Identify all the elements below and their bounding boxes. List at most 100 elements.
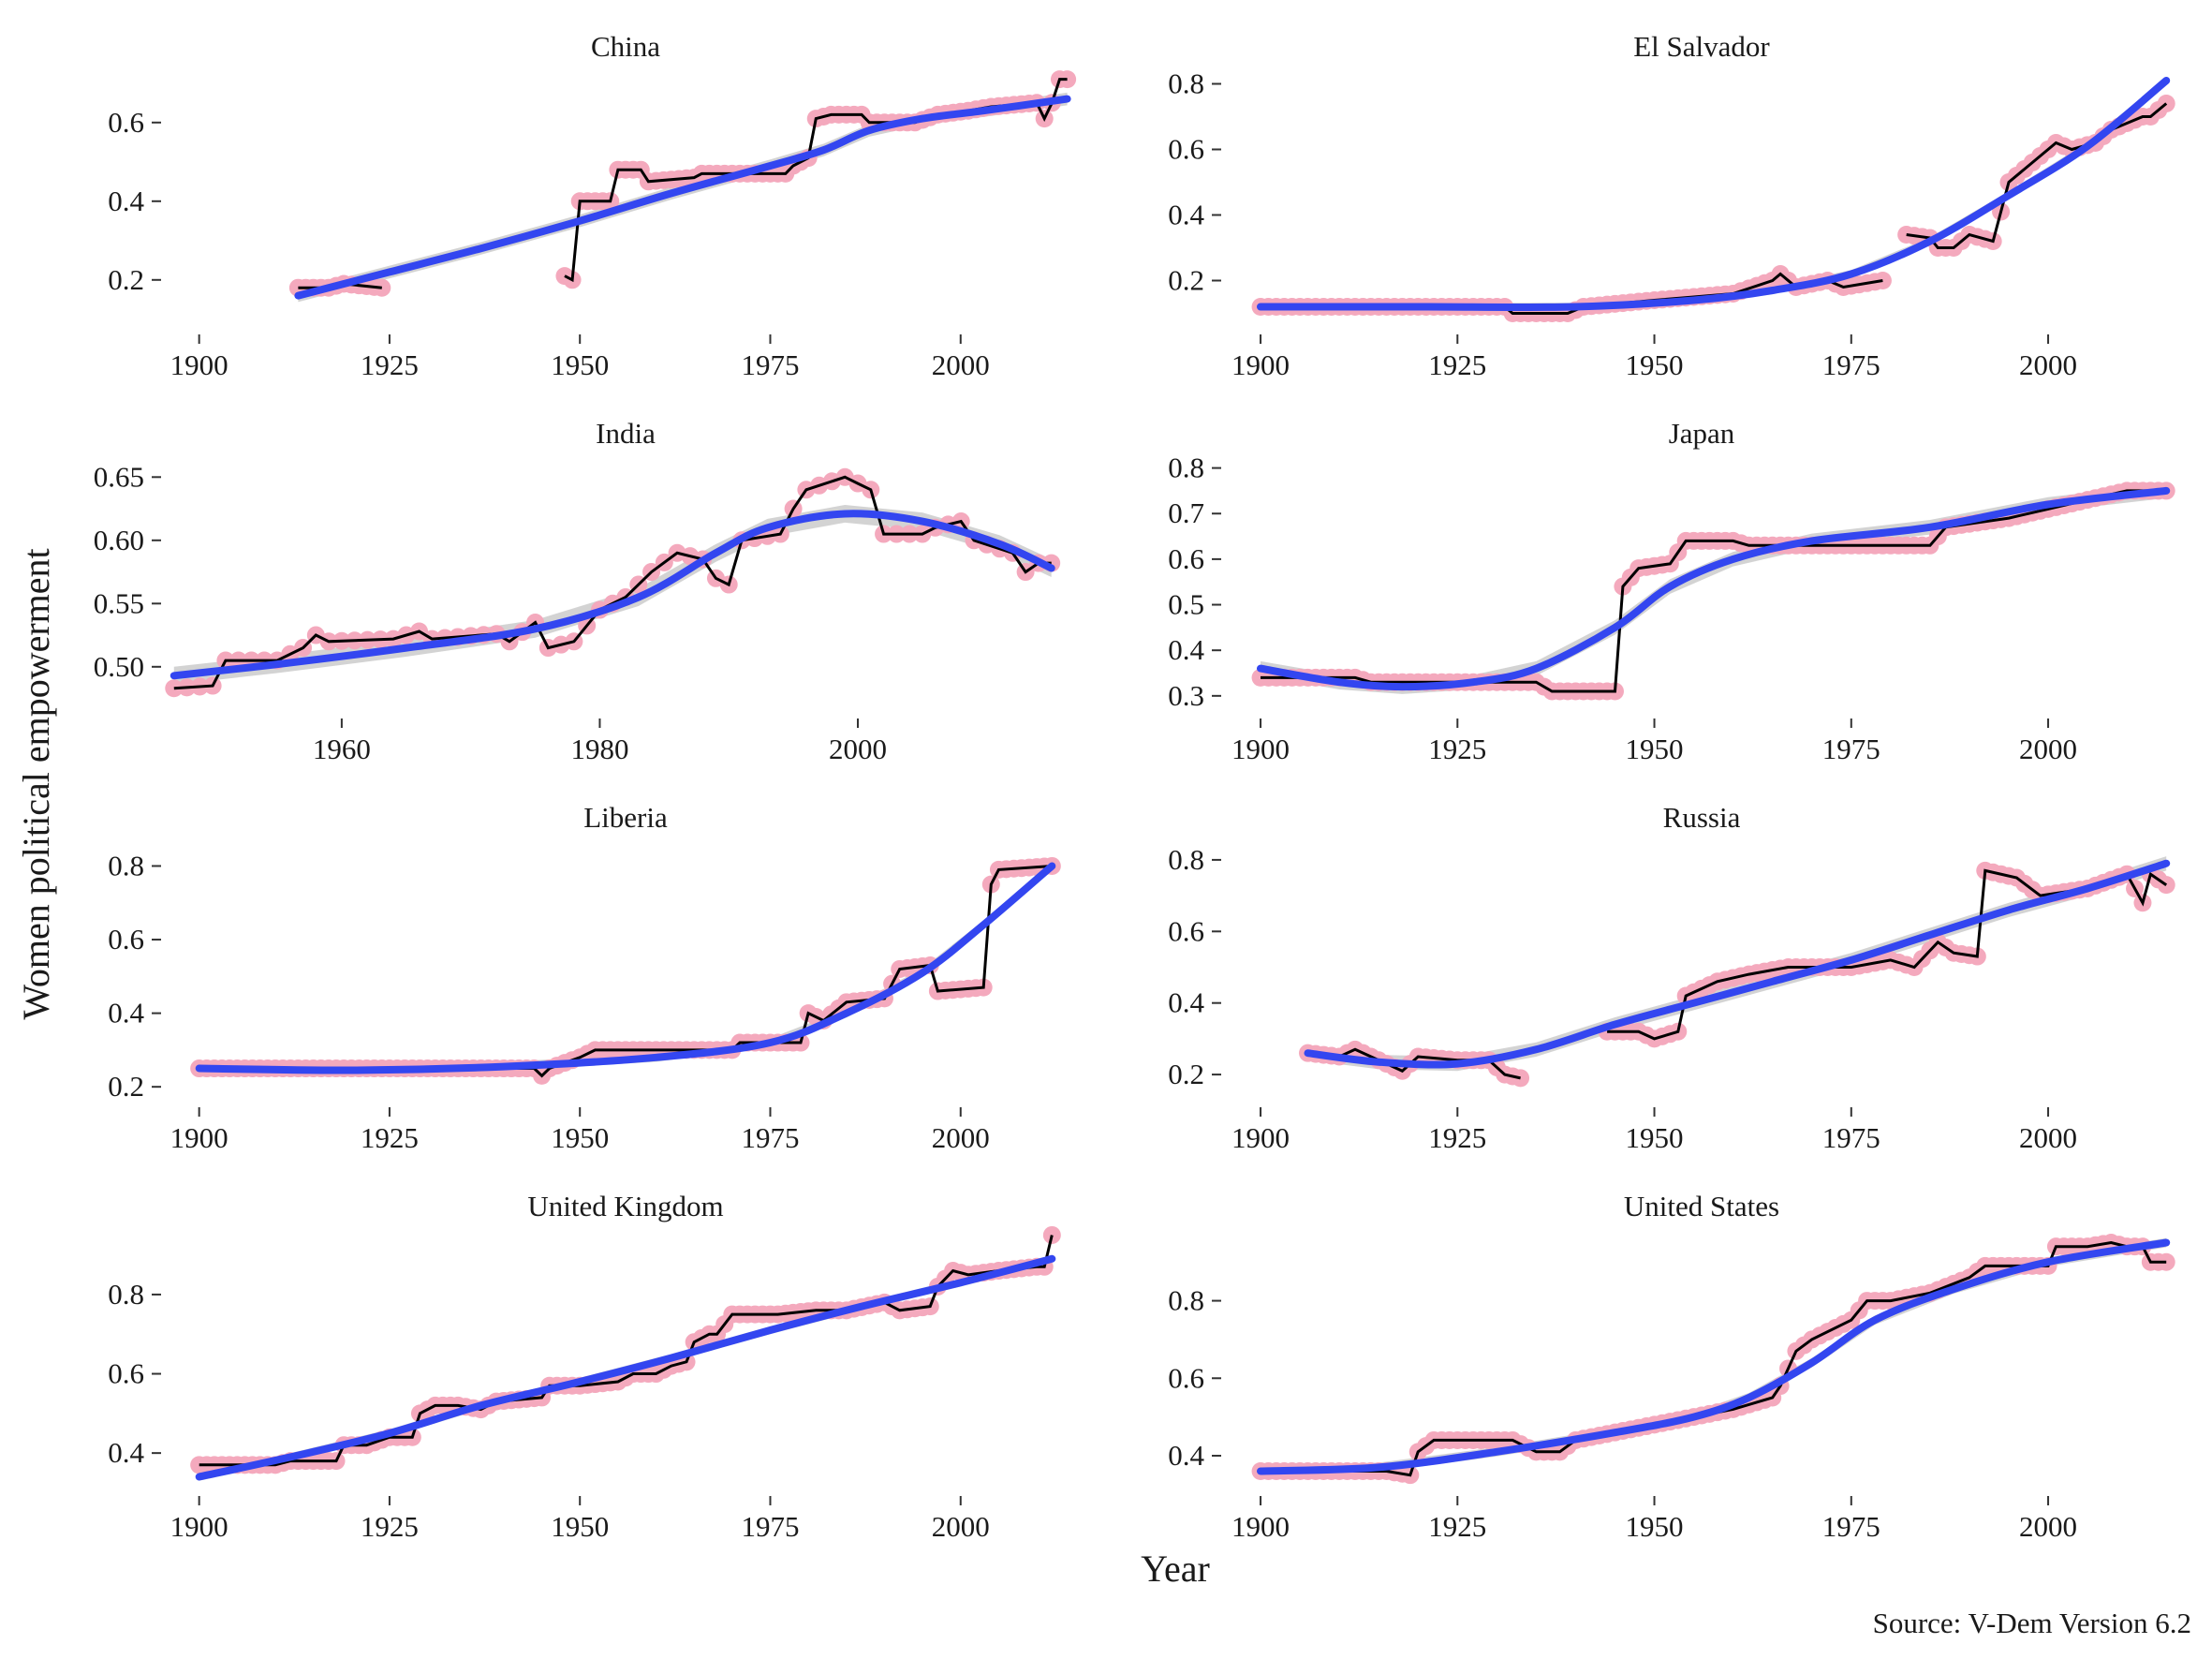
x-tick-label: 1925 (1428, 348, 1486, 381)
observed-points-united-kingdom (190, 1225, 1061, 1474)
panel-title-united-states: United States (1624, 1190, 1779, 1222)
y-tick-label: 0.60 (94, 524, 144, 556)
y-tick-label: 0.8 (1168, 67, 1204, 100)
x-tick-label: 1925 (361, 1121, 419, 1154)
y-tick-label: 0.6 (1168, 133, 1204, 166)
data-point (1873, 272, 1892, 289)
y-tick-label: 0.7 (1168, 496, 1204, 529)
x-tick-label: 1975 (1822, 1121, 1880, 1154)
x-tick-label: 2000 (932, 1121, 990, 1154)
smooth-trend-el-salvador (1257, 77, 2171, 312)
x-tick-label: 1925 (361, 1510, 419, 1543)
x-tick-label: 1950 (1626, 1510, 1684, 1543)
x-tick-label: 1950 (551, 348, 609, 381)
y-tick-label: 0.6 (108, 1357, 144, 1390)
y-tick-label: 0.6 (1168, 1361, 1204, 1394)
x-axis-title: Year (1141, 1548, 1210, 1590)
observed-points-united-states (1251, 1234, 2175, 1485)
data-point (373, 278, 391, 297)
panel-title-united-kingdom: United Kingdom (527, 1190, 723, 1222)
y-tick-label: 0.8 (1168, 1284, 1204, 1317)
x-tick-label: 1960 (313, 733, 371, 765)
data-point (1058, 70, 1077, 89)
observed-line-united-kingdom (199, 1235, 1054, 1467)
x-tick-label: 1925 (1428, 1510, 1486, 1543)
observed-points-el-salvador (1251, 95, 2175, 322)
y-tick-label: 0.8 (108, 849, 144, 881)
observed-points-japan (1251, 481, 2175, 701)
confidence-band-el-salvador (1261, 76, 2167, 311)
data-point (165, 679, 184, 698)
x-tick-label: 1975 (1822, 1510, 1880, 1543)
panel-title-el-salvador: El Salvador (1633, 30, 1770, 63)
y-axis-title: Women political empowerment (15, 548, 57, 1019)
x-tick-label: 1900 (170, 348, 229, 381)
x-tick-label: 1950 (551, 1121, 609, 1154)
x-tick-label: 2000 (932, 348, 990, 381)
panel-el-salvador: El Salvador 0.2 0.4 0.6 0.8 1900 1925 1950 1975 2… (1168, 30, 2175, 381)
y-tick-label: 0.8 (1168, 843, 1204, 876)
smooth-trend-united-states (1257, 1238, 2171, 1475)
y-tick-label: 0.2 (1168, 264, 1204, 297)
observed-line-el-salvador (1906, 102, 2168, 249)
x-tick-label: 2000 (829, 733, 887, 765)
x-tick-label: 1950 (1626, 348, 1684, 381)
panel-japan: Japan 0.3 0.4 0.5 0.6 0.7 0.8 1900 1925 1950 1975 2… (1168, 417, 2175, 765)
y-tick-label: 0.4 (1168, 633, 1204, 666)
panel-india: India 0.50 0.55 0.60 0.65 1960 1980 2000 (94, 417, 1061, 765)
x-tick-label: 1950 (551, 1510, 609, 1543)
x-tick-label: 1900 (170, 1510, 229, 1543)
panel-title-japan: Japan (1669, 417, 1735, 450)
x-tick-label: 1925 (1428, 1121, 1486, 1154)
smooth-trend-liberia (195, 862, 1056, 1074)
observed-line-united-states (1261, 1240, 2167, 1477)
y-tick-label: 0.50 (94, 650, 144, 683)
x-tick-label: 2000 (2019, 1121, 2077, 1154)
y-tick-label: 0.4 (108, 1436, 144, 1469)
smooth-trend-united-kingdom (195, 1254, 1056, 1481)
y-tick-label: 0.4 (108, 185, 144, 217)
panel-title-india: India (596, 417, 656, 450)
x-tick-label: 1950 (1626, 733, 1684, 765)
panel-united-states: United States 0.4 0.6 0.8 1900 1925 1950 1975 20… (1168, 1190, 2175, 1543)
y-tick-label: 0.4 (1168, 1439, 1204, 1472)
observed-line-japan (1261, 489, 2167, 693)
x-tick-label: 1975 (741, 1121, 799, 1154)
x-tick-label: 1980 (570, 733, 628, 765)
x-tick-label: 1900 (1231, 1121, 1290, 1154)
smooth-trend-russia (1304, 859, 2171, 1069)
y-tick-label: 0.6 (108, 923, 144, 955)
y-tick-label: 0.2 (108, 1070, 144, 1103)
x-tick-label: 1900 (1231, 1510, 1290, 1543)
y-tick-label: 0.4 (1168, 199, 1204, 231)
y-tick-label: 0.3 (1168, 679, 1204, 712)
x-tick-label: 1950 (1626, 1121, 1684, 1154)
panel-title-russia: Russia (1663, 801, 1741, 834)
x-tick-label: 1900 (1231, 348, 1290, 381)
x-tick-label: 2000 (2019, 733, 2077, 765)
source-caption: Source: V-Dem Version 6.2 (1873, 1607, 2191, 1639)
y-tick-label: 0.65 (94, 460, 144, 493)
smooth-trend-china (294, 95, 1071, 300)
x-tick-label: 1975 (1822, 733, 1880, 765)
smooth-trend-india (170, 510, 1055, 680)
smooth-trend-japan (1257, 486, 2171, 691)
y-tick-label: 0.8 (108, 1278, 144, 1311)
y-tick-label: 0.6 (108, 106, 144, 139)
x-tick-label: 2000 (932, 1510, 990, 1543)
panel-united-kingdom: United Kingdom 0.4 0.6 0.8 1900 1925 1950 1975 2… (108, 1190, 1061, 1543)
y-tick-label: 0.2 (108, 263, 144, 296)
x-tick-label: 1900 (1231, 733, 1290, 765)
data-point (1042, 1225, 1061, 1244)
panel-russia: Russia 0.2 0.4 0.6 0.8 1900 1925 1950 1975 2000 (1168, 801, 2175, 1154)
y-tick-label: 0.4 (108, 997, 144, 1029)
x-tick-label: 2000 (2019, 1510, 2077, 1543)
panel-china: China 0.2 0.4 0.6 1900 1925 1950 1975 2000 (108, 30, 1077, 381)
y-tick-label: 0.2 (1168, 1058, 1204, 1090)
panel-liberia: Liberia 0.2 0.4 0.6 0.8 1900 1925 1950 1975 2000 (108, 801, 1061, 1154)
observed-line-india (173, 475, 1052, 690)
panel-title-liberia: Liberia (583, 801, 668, 834)
x-tick-label: 2000 (2019, 348, 2077, 381)
